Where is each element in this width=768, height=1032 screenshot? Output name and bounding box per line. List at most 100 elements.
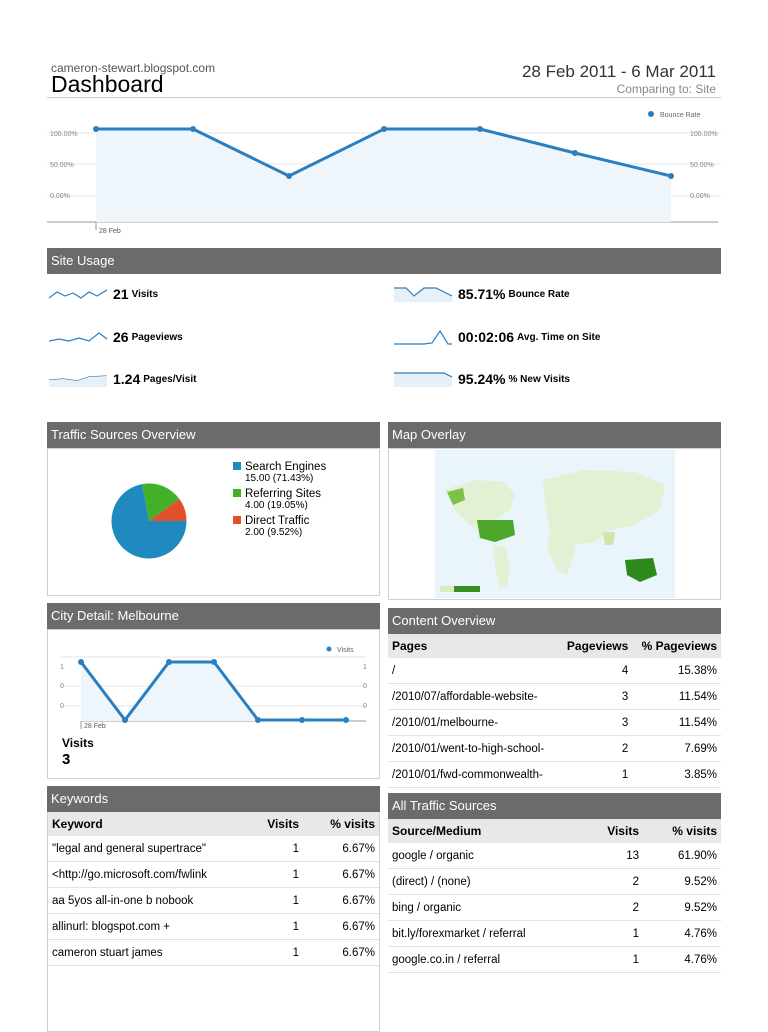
page-link[interactable]: /2010/01/fwd-commonwealth- xyxy=(388,761,559,788)
source-link[interactable]: bit.ly/forexmarket / referral xyxy=(388,920,588,947)
page-link[interactable]: /2010/01/melbourne- xyxy=(388,709,559,736)
column-header[interactable]: Keyword xyxy=(48,812,248,836)
page-link[interactable]: /2010/07/affordable-website- xyxy=(388,683,559,710)
cell-value: 6.67% xyxy=(303,913,379,940)
bounce-rate-chart: Bounce Rate 100.00% 50.00% 0.00% 100.00%… xyxy=(47,104,721,236)
legend-item[interactable]: Search Engines 15.00 (71.43%) xyxy=(233,461,327,484)
table-header-row: Source/Medium Visits % visits xyxy=(388,819,721,843)
page-link[interactable]: /2010/01/went-to-high-school- xyxy=(388,735,559,762)
metric-avg-time[interactable]: 00:02:06 Avg. Time on Site xyxy=(394,329,600,345)
column-header[interactable]: Visits xyxy=(588,819,643,843)
content-overview-header: Content Overview xyxy=(388,608,721,634)
table-header-row: Keyword Visits % visits xyxy=(48,812,379,836)
date-range[interactable]: 28 Feb 2011 - 6 Mar 2011 xyxy=(521,62,716,81)
cell-value: 6.67% xyxy=(303,861,379,888)
cell-value: 4.76% xyxy=(643,946,721,973)
column-header[interactable]: Source/Medium xyxy=(388,819,588,843)
cell-value: 1 xyxy=(588,946,643,973)
table-row[interactable]: allinurl: blogspot.com +1 6.67% xyxy=(48,913,379,940)
legend-item[interactable]: Direct Traffic 2.00 (9.52%) xyxy=(233,515,326,538)
keyword-link[interactable]: <http://go.microsoft.com/fwlink xyxy=(48,861,248,888)
y-tick-right: 50.00% xyxy=(690,162,714,169)
legend-dot xyxy=(326,646,332,652)
y-tick: 100.00% xyxy=(50,131,78,138)
source-link[interactable]: (direct) / (none) xyxy=(388,868,588,895)
cell-value: 4 xyxy=(558,658,633,684)
all-traffic-header: All Traffic Sources xyxy=(388,793,721,819)
y-tick-right: 0.00% xyxy=(690,193,710,200)
table-row[interactable]: /2010/01/went-to-high-school- 2 7.69% xyxy=(388,735,721,762)
metric-bounce-rate[interactable]: 85.71% Bounce Rate xyxy=(394,286,570,302)
world-map[interactable] xyxy=(435,450,675,598)
column-header[interactable]: % visits xyxy=(643,819,721,843)
table-row[interactable]: cameron stuart james 1 6.67% xyxy=(48,939,379,966)
traffic-overview-header: Traffic Sources Overview xyxy=(47,422,380,448)
legend-label: Referring Sites xyxy=(245,488,322,500)
keyword-link[interactable]: "legal and general supertrace" xyxy=(48,836,248,862)
all-traffic-table: Source/Medium Visits % visits google / o… xyxy=(388,819,721,973)
cell-value: 7.69% xyxy=(632,735,721,762)
column-header[interactable]: % Pageviews xyxy=(632,634,721,658)
table-row[interactable]: google.co.in / referral 1 4.76% xyxy=(388,946,721,973)
cell-value: 3.85% xyxy=(632,761,721,788)
site-usage-header: Site Usage xyxy=(47,248,721,274)
legend-label: Search Engines xyxy=(245,461,327,473)
y-tick-right: 0 xyxy=(363,683,367,690)
cell-value: 1 xyxy=(588,920,643,947)
table-row[interactable]: bit.ly/forexmarket / referral 1 4.76% xyxy=(388,920,721,947)
legend-label: Direct Traffic xyxy=(245,515,310,527)
table-row[interactable]: google / organic 13 61.90% xyxy=(388,843,721,869)
legend-swatch xyxy=(233,462,241,470)
city-detail-header: City Detail: Melbourne xyxy=(47,603,380,629)
page-link[interactable]: / xyxy=(388,658,559,684)
content-overview-table: Pages Pageviews % Pageviews /4 15.38% /20… xyxy=(388,634,721,788)
sparkline-icon xyxy=(394,287,453,302)
city-visits-label: Visits xyxy=(62,736,94,750)
data-point xyxy=(93,126,99,132)
pie-slice-direct xyxy=(149,498,187,521)
metric-pages-visit[interactable]: 1.24 Pages/Visit xyxy=(49,371,196,387)
column-header[interactable]: Pages xyxy=(388,634,559,658)
map-overlay-panel xyxy=(388,448,721,600)
legend-dot xyxy=(648,111,654,117)
table-row[interactable]: aa 5yos all-in-one b nobook 1 6.67% xyxy=(48,887,379,914)
table-row[interactable]: <http://go.microsoft.com/fwlink 1 6.67% xyxy=(48,861,379,888)
metric-value: 1.24 xyxy=(113,371,141,387)
metric-new-visits[interactable]: 95.24% % New Visits xyxy=(394,371,570,387)
sparkline-icon xyxy=(49,375,108,387)
table-row[interactable]: /2010/07/affordable-website- 3 11.54% xyxy=(388,683,721,710)
metric-pageviews[interactable]: 26 Pageviews xyxy=(49,329,183,345)
data-point xyxy=(286,173,292,179)
metric-label: % New Visits xyxy=(508,373,570,385)
legend-item[interactable]: Referring Sites 4.00 (19.05%) xyxy=(233,488,326,511)
legend-swatch xyxy=(233,516,241,524)
data-point xyxy=(211,659,217,665)
column-header[interactable]: Visits xyxy=(248,812,303,836)
metric-visits[interactable]: 21 Visits xyxy=(49,286,158,302)
table-row[interactable]: /2010/01/fwd-commonwealth- 1 3.85% xyxy=(388,761,721,788)
table-row[interactable]: /2010/01/melbourne- 3 11.54% xyxy=(388,709,721,736)
table-row[interactable]: bing / organic 2 9.52% xyxy=(388,894,721,921)
keyword-link[interactable]: allinurl: blogspot.com + xyxy=(48,913,248,940)
keyword-link[interactable]: cameron stuart james xyxy=(48,939,248,966)
cell-value: 13 xyxy=(588,843,643,869)
legend-detail: 2.00 (9.52%) xyxy=(245,527,303,538)
cell-value: 61.90% xyxy=(643,843,721,869)
data-point xyxy=(166,659,172,665)
source-link[interactable]: google / organic xyxy=(388,843,588,869)
source-link[interactable]: bing / organic xyxy=(388,894,588,921)
keyword-link[interactable]: aa 5yos all-in-one b nobook xyxy=(48,887,248,914)
table-row[interactable]: (direct) / (none) 2 9.52% xyxy=(388,868,721,895)
legend-detail: 4.00 (19.05%) xyxy=(245,500,308,511)
data-point xyxy=(668,173,674,179)
all-traffic-table-wrap: Source/Medium Visits % visits google / o… xyxy=(388,819,721,973)
table-row[interactable]: /4 15.38% xyxy=(388,658,721,684)
table-row[interactable]: "legal and general supertrace" 1 6.67% xyxy=(48,836,379,862)
data-point xyxy=(122,717,128,723)
column-header[interactable]: % visits xyxy=(303,812,379,836)
y-tick: 0.00% xyxy=(50,193,70,200)
column-header[interactable]: Pageviews xyxy=(558,634,633,658)
city-detail-panel: Visits 1 0 0 1 0 0 28 Feb Visits 3 xyxy=(47,629,380,779)
city-visits-chart: Visits 1 0 0 1 0 0 28 Feb xyxy=(60,646,367,730)
source-link[interactable]: google.co.in / referral xyxy=(388,946,588,973)
